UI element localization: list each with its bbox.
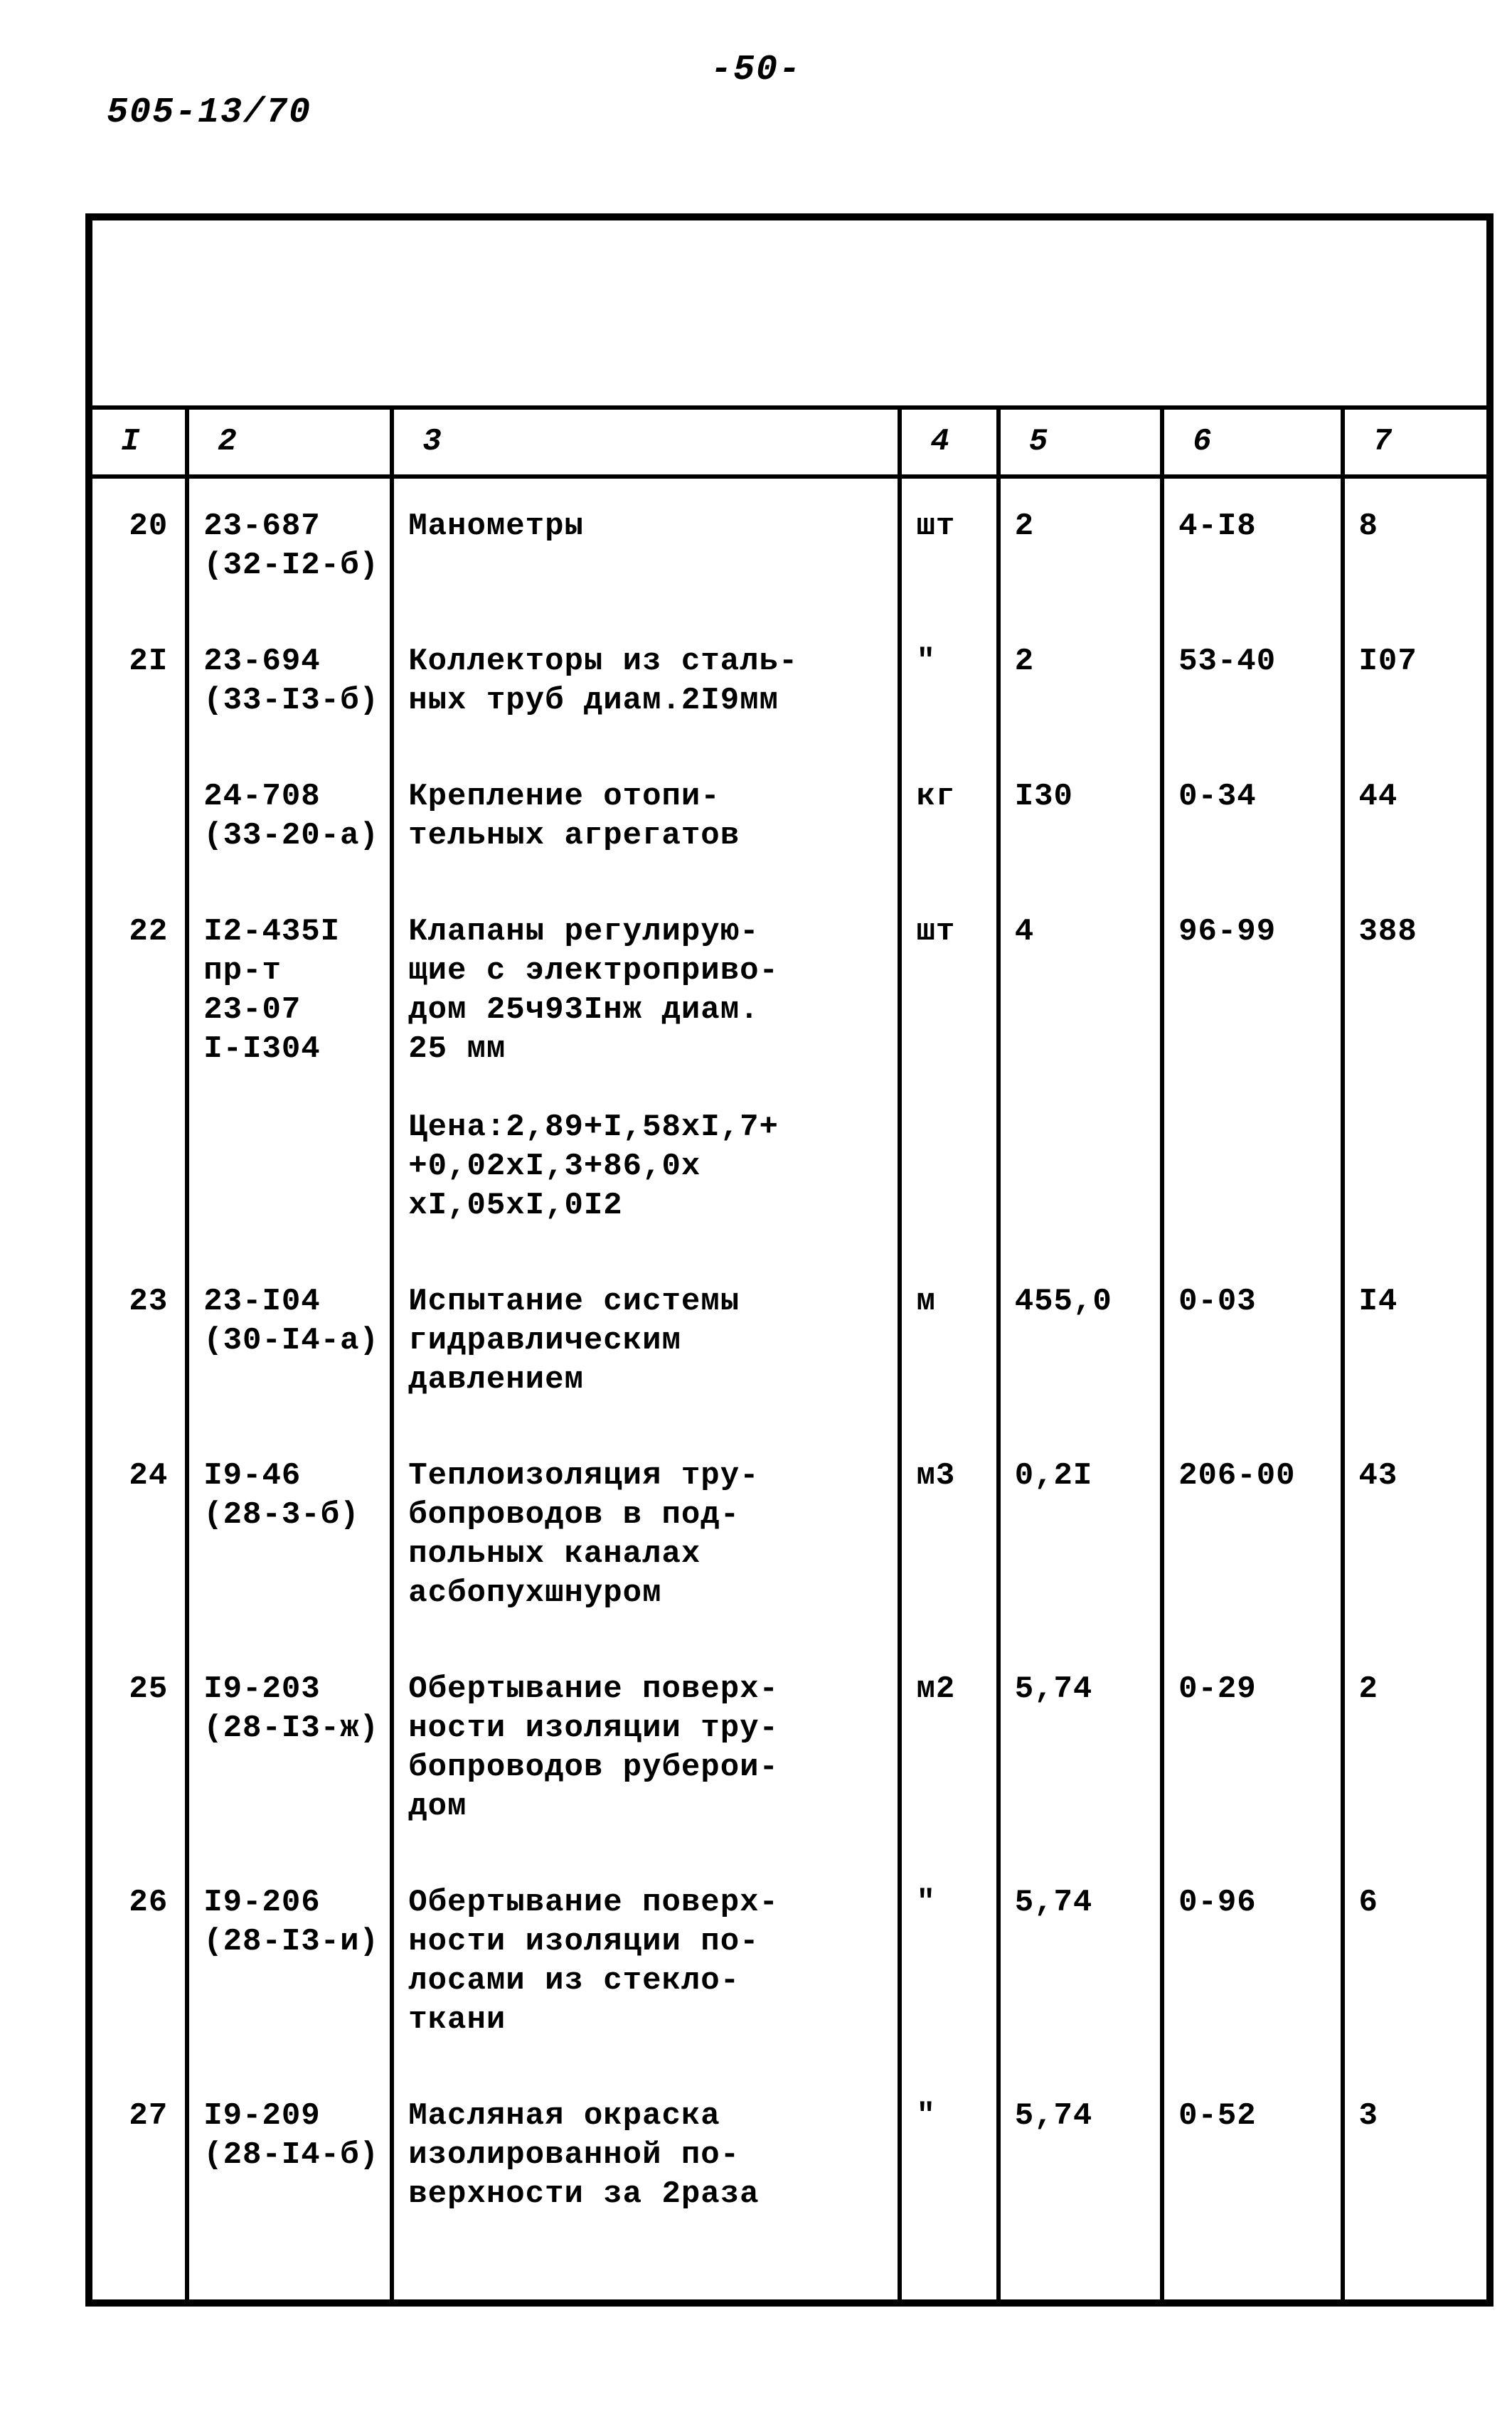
cell-c7: 6 xyxy=(1345,1855,1486,1951)
cell-c5: 5,74 xyxy=(1001,2068,1160,2164)
cell-c3: Обертывание поверх- ности изоляции по- л… xyxy=(394,1855,898,2068)
cell-c1: 25 xyxy=(92,1642,185,1738)
table-row: 22 I2-435I пр-т 23-07 I-I304 Клапаны рег… xyxy=(89,884,1490,1254)
cell-c4: кг xyxy=(902,749,996,845)
cell-c3: Испытание системы гидравлическим давлени… xyxy=(394,1254,898,1428)
main-table-wrap: I 2 3 4 5 6 7 20 23-687 (32-I2-б) Маноме… xyxy=(85,213,1494,2307)
col-header-3: 3 xyxy=(392,408,900,477)
cell-c4: м3 xyxy=(902,1428,996,1524)
table-body: 20 23-687 (32-I2-б) Манометры шт 2 4-I8 … xyxy=(89,477,1490,2303)
table-row: 25 I9-203 (28-I3-ж) Обертывание поверх- … xyxy=(89,1642,1490,1855)
cell-c5: 455,0 xyxy=(1001,1254,1160,1350)
cell-c7: 8 xyxy=(1345,479,1486,575)
table-top-blank xyxy=(89,217,1490,408)
cell-c7: I4 xyxy=(1345,1254,1486,1350)
cell-c2: I2-435I пр-т 23-07 I-I304 xyxy=(189,884,390,1097)
cell-c1: 22 xyxy=(92,884,185,980)
cell-c3: Клапаны регулирую- щие с электроприво- д… xyxy=(394,884,898,1254)
cell-c6: 0-52 xyxy=(1164,2068,1340,2164)
cell-c6: 206-00 xyxy=(1164,1428,1340,1524)
cell-c7: 44 xyxy=(1345,749,1486,845)
table-row: 23 23-I04 (30-I4-а) Испытание системы ги… xyxy=(89,1254,1490,1428)
table-header-row: I 2 3 4 5 6 7 xyxy=(89,408,1490,477)
cell-c6: 0-29 xyxy=(1164,1642,1340,1738)
cell-c7: 388 xyxy=(1345,884,1486,980)
cell-c6: 0-96 xyxy=(1164,1855,1340,1951)
cell-c3: Манометры xyxy=(394,479,898,575)
cell-c2: 24-708 (33-20-а) xyxy=(189,749,390,884)
cell-c5: 2 xyxy=(1001,479,1160,575)
cell-c5: 0,2I xyxy=(1001,1428,1160,1524)
table-row: 24 I9-46 (28-3-б) Теплоизоляция тру- боп… xyxy=(89,1428,1490,1642)
table-row: 2I 23-694 (33-I3-б) Коллекторы из сталь-… xyxy=(89,614,1490,749)
cell-c4: м xyxy=(902,1254,996,1350)
cell-c6: 96-99 xyxy=(1164,884,1340,980)
cell-c2: I9-209 (28-I4-б) xyxy=(189,2068,390,2203)
cell-c6: 0-03 xyxy=(1164,1254,1340,1350)
cell-c5: 2 xyxy=(1001,614,1160,710)
cell-c4: м2 xyxy=(902,1642,996,1738)
cell-c4: " xyxy=(902,614,996,710)
cell-c7: 3 xyxy=(1345,2068,1486,2164)
page: -50- 505-13/70 I 2 3 4 5 6 7 xyxy=(0,0,1512,2436)
col-header-1: I xyxy=(89,408,187,477)
col-header-4: 4 xyxy=(900,408,998,477)
col-header-6: 6 xyxy=(1162,408,1342,477)
table-row: 24-708 (33-20-а) Крепление отопи- тельны… xyxy=(89,749,1490,884)
cell-c2: 23-694 (33-I3-б) xyxy=(189,614,390,749)
cell-c4: " xyxy=(902,2068,996,2164)
cell-c4: " xyxy=(902,1855,996,1951)
table-row: 27 I9-209 (28-I4-б) Масляная окраска изо… xyxy=(89,2068,1490,2243)
page-number: -50- xyxy=(710,50,802,90)
cell-c5: I30 xyxy=(1001,749,1160,845)
cell-c7: 2 xyxy=(1345,1642,1486,1738)
cell-c1: 27 xyxy=(92,2068,185,2164)
cell-c1: 2I xyxy=(92,614,185,710)
cell-c5: 4 xyxy=(1001,884,1160,980)
cell-c7: I07 xyxy=(1345,614,1486,710)
cell-c3: Обертывание поверх- ности изоляции тру- … xyxy=(394,1642,898,1855)
cell-c2: I9-203 (28-I3-ж) xyxy=(189,1642,390,1777)
cell-c4: шт xyxy=(902,479,996,575)
cell-c3: Масляная окраска изолированной по- верхн… xyxy=(394,2068,898,2243)
table-bottom-space xyxy=(89,2243,1490,2303)
cell-c6: 53-40 xyxy=(1164,614,1340,710)
cell-c3: Коллекторы из сталь- ных труб диам.2I9мм xyxy=(394,614,898,749)
cell-c3: Теплоизоляция тру- бопроводов в под- пол… xyxy=(394,1428,898,1642)
main-table: I 2 3 4 5 6 7 20 23-687 (32-I2-б) Маноме… xyxy=(85,213,1494,2307)
cell-c5: 5,74 xyxy=(1001,1642,1160,1738)
document-code: 505-13/70 xyxy=(107,92,312,133)
cell-c3: Крепление отопи- тельных агрегатов xyxy=(394,749,898,884)
cell-c4: шт xyxy=(902,884,996,980)
col-header-2: 2 xyxy=(187,408,392,477)
cell-c2: I9-206 (28-I3-и) xyxy=(189,1855,390,1990)
cell-c1: 20 xyxy=(92,479,185,575)
cell-c2: 23-I04 (30-I4-а) xyxy=(189,1254,390,1389)
col-header-5: 5 xyxy=(999,408,1162,477)
cell-c7: 43 xyxy=(1345,1428,1486,1524)
cell-c1: 24 xyxy=(92,1428,185,1524)
table-row: 26 I9-206 (28-I3-и) Обертывание поверх- … xyxy=(89,1855,1490,2068)
cell-c1: 23 xyxy=(92,1254,185,1350)
cell-c1 xyxy=(92,749,185,806)
cell-c1: 26 xyxy=(92,1855,185,1951)
cell-c5: 5,74 xyxy=(1001,1855,1160,1951)
cell-c6: 4-I8 xyxy=(1164,479,1340,575)
cell-c6: 0-34 xyxy=(1164,749,1340,845)
table-row: 20 23-687 (32-I2-б) Манометры шт 2 4-I8 … xyxy=(89,477,1490,614)
cell-c2: I9-46 (28-3-б) xyxy=(189,1428,390,1563)
cell-c2: 23-687 (32-I2-б) xyxy=(189,479,390,614)
col-header-7: 7 xyxy=(1343,408,1490,477)
